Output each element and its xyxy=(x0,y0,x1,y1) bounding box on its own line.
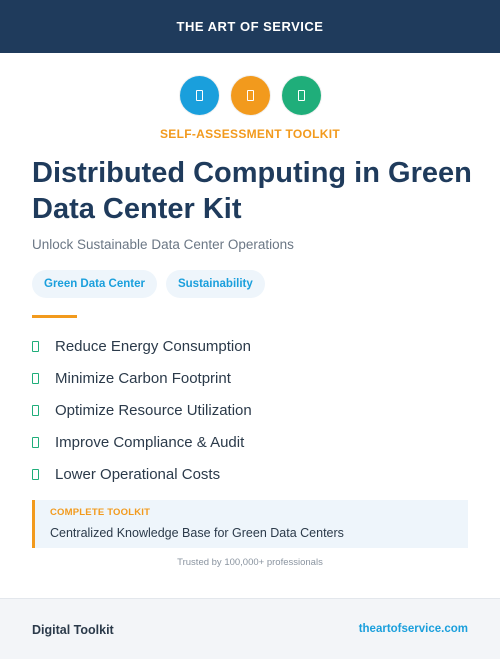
benefit-item: Reduce Energy Consumption xyxy=(32,330,252,362)
icon-row xyxy=(0,76,500,116)
benefit-item: Improve Compliance & Audit xyxy=(32,426,252,458)
orange-document-icon xyxy=(230,76,270,115)
footer-bar: Digital Toolkit theartofservice.com xyxy=(0,598,500,659)
benefit-item: Lower Operational Costs xyxy=(32,458,252,490)
check-icon xyxy=(32,372,39,384)
benefit-label: Reduce Energy Consumption xyxy=(55,337,251,355)
tag-sustainability[interactable]: Sustainability xyxy=(165,270,265,298)
website-link[interactable]: theartofservice.com xyxy=(358,623,468,635)
benefit-item: Optimize Resource Utilization xyxy=(32,394,252,426)
check-icon xyxy=(32,436,39,448)
toolkit-kicker: SELF-ASSESSMENT TOOLKIT xyxy=(159,127,341,141)
complete-toolkit-callout: COMPLETE TOOLKIT Centralized Knowledge B… xyxy=(32,500,468,548)
tag-green-data-center[interactable]: Green Data Center xyxy=(32,270,157,298)
accent-divider xyxy=(32,315,77,318)
callout-text: Centralized Knowledge Base for Green Dat… xyxy=(50,526,344,540)
header-bar: THE ART OF SERVICE xyxy=(0,0,500,53)
callout-kicker: COMPLETE TOOLKIT xyxy=(50,507,151,518)
tag-list: Green Data Center Sustainability xyxy=(32,270,265,298)
page-title: Distributed Computing in Green Data Cent… xyxy=(32,157,472,225)
benefit-label: Minimize Carbon Footprint xyxy=(55,369,231,387)
check-icon xyxy=(32,404,39,416)
check-icon xyxy=(32,468,39,480)
green-document-icon xyxy=(281,76,321,115)
trusted-note: Trusted by 100,000+ professionals xyxy=(177,557,323,568)
benefit-label: Improve Compliance & Audit xyxy=(55,433,245,451)
benefit-label: Optimize Resource Utilization xyxy=(55,401,252,419)
blue-document-icon xyxy=(179,76,219,115)
benefit-item: Minimize Carbon Footprint xyxy=(32,362,252,394)
brand-name: THE ART OF SERVICE xyxy=(176,19,324,34)
check-icon xyxy=(32,340,39,352)
page-subtitle: Unlock Sustainable Data Center Operation… xyxy=(32,237,294,252)
benefit-label: Lower Operational Costs xyxy=(55,465,221,483)
benefit-list: Reduce Energy Consumption Minimize Carbo… xyxy=(32,330,252,490)
footer-label: Digital Toolkit xyxy=(32,623,114,637)
